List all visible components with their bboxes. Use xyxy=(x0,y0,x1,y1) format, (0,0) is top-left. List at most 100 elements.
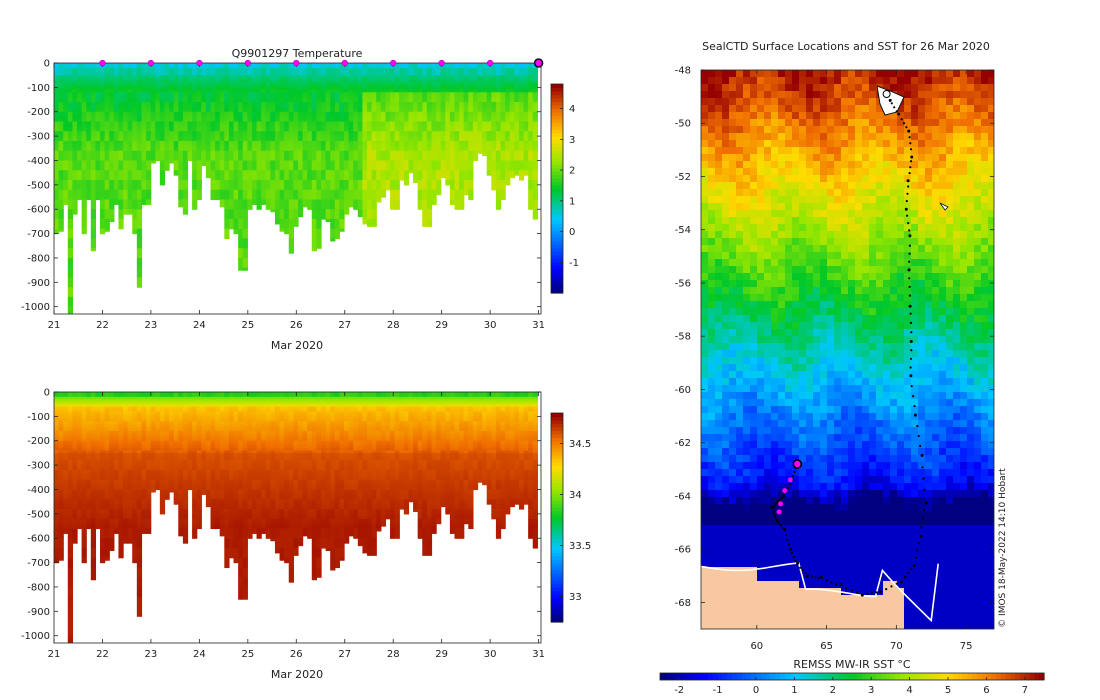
heatmap-cell xyxy=(192,82,198,86)
heatmap-cell xyxy=(242,111,248,115)
heatmap-cell xyxy=(210,101,216,106)
heatmap-cell xyxy=(141,199,147,203)
heatmap-cell xyxy=(95,155,101,159)
heatmap-cell xyxy=(256,162,262,166)
heatmap-cell xyxy=(127,65,133,69)
heatmap-cell xyxy=(376,131,382,135)
heatmap-cell xyxy=(279,155,285,159)
heatmap-cell xyxy=(293,160,299,164)
heatmap-cell xyxy=(86,97,92,101)
heatmap-cell xyxy=(219,72,225,76)
heatmap-cell xyxy=(155,63,161,67)
heatmap-cell xyxy=(302,94,308,98)
heatmap-cell xyxy=(325,138,331,142)
heatmap-cell xyxy=(390,72,396,76)
heatmap-cell xyxy=(302,92,308,96)
heatmap-cell xyxy=(403,84,410,88)
heatmap-cell xyxy=(86,160,92,164)
heatmap-cell xyxy=(376,136,382,140)
heatmap-cell xyxy=(321,165,327,169)
heatmap-cell xyxy=(136,116,143,120)
heatmap-cell xyxy=(376,77,382,81)
heatmap-cell xyxy=(215,75,221,79)
heatmap-cell xyxy=(219,179,225,184)
heatmap-cell xyxy=(238,153,244,157)
heatmap-cell xyxy=(182,119,189,123)
heatmap-cell xyxy=(233,187,239,191)
heatmap-cell xyxy=(362,150,368,154)
heatmap-cell xyxy=(288,111,294,115)
heatmap-cell xyxy=(417,197,423,201)
heatmap-cell xyxy=(367,133,373,137)
heatmap-cell xyxy=(288,248,294,252)
heatmap-cell xyxy=(63,143,69,147)
heatmap-cell xyxy=(159,177,166,181)
heatmap-cell xyxy=(196,119,202,123)
heatmap-cell xyxy=(100,67,106,71)
heatmap-cell xyxy=(293,216,299,220)
heatmap-cell xyxy=(58,172,64,176)
heatmap-cell xyxy=(233,184,239,188)
heatmap-cell xyxy=(274,221,281,225)
heatmap-cell xyxy=(187,72,193,76)
heatmap-cell xyxy=(192,158,198,162)
heatmap-cell xyxy=(288,160,294,164)
heatmap-cell xyxy=(182,155,189,159)
heatmap-cell xyxy=(67,236,74,240)
heatmap-cell xyxy=(159,143,166,147)
heatmap-cell xyxy=(104,155,110,159)
heatmap-cell xyxy=(247,94,253,98)
heatmap-cell xyxy=(367,111,373,115)
heatmap-cell xyxy=(297,211,304,215)
heatmap-cell xyxy=(118,179,124,184)
heatmap-cell xyxy=(72,101,78,106)
heatmap-cell xyxy=(205,84,212,88)
heatmap-cell xyxy=(210,82,216,86)
heatmap-cell xyxy=(274,155,281,159)
heatmap-cell xyxy=(127,162,133,166)
heatmap-cell xyxy=(353,177,359,181)
heatmap-cell xyxy=(63,123,69,127)
heatmap-cell xyxy=(238,155,244,159)
heatmap-cell xyxy=(113,189,120,193)
heatmap-cell xyxy=(67,294,74,298)
heatmap-cell xyxy=(311,133,317,137)
heatmap-cell xyxy=(100,87,106,91)
heatmap-cell xyxy=(261,160,267,164)
heatmap-cell xyxy=(233,228,239,232)
heatmap-cell xyxy=(385,184,391,188)
heatmap-cell xyxy=(155,89,161,93)
heatmap-cell xyxy=(182,209,189,213)
heatmap-cell xyxy=(334,82,341,86)
heatmap-cell xyxy=(141,87,147,91)
heatmap-cell xyxy=(233,121,239,125)
heatmap-cell xyxy=(297,131,304,135)
heatmap-cell xyxy=(219,160,225,164)
heatmap-cell xyxy=(242,126,248,130)
heatmap-cell xyxy=(238,65,244,69)
heatmap-cell xyxy=(224,121,230,125)
heatmap-cell xyxy=(321,80,327,84)
heatmap-cell xyxy=(178,84,184,88)
heatmap-cell xyxy=(242,72,248,76)
heatmap-cell xyxy=(141,189,147,193)
heatmap-cell xyxy=(63,153,69,157)
heatmap-cell xyxy=(132,216,138,220)
heatmap-cell xyxy=(344,123,350,127)
heatmap-cell xyxy=(132,89,138,93)
heatmap-cell xyxy=(279,175,285,179)
heatmap-cell xyxy=(367,209,373,213)
heatmap-cell xyxy=(321,214,327,218)
heatmap-cell xyxy=(224,140,230,145)
heatmap-cell xyxy=(164,160,170,164)
heatmap-cell xyxy=(422,131,428,135)
heatmap-cell xyxy=(371,89,377,93)
heatmap-cell xyxy=(325,216,331,220)
heatmap-cell xyxy=(201,140,207,145)
heatmap-cell xyxy=(339,114,345,118)
heatmap-cell xyxy=(348,72,354,76)
heatmap-cell xyxy=(261,128,267,132)
heatmap-cell xyxy=(307,99,313,103)
heatmap-cell xyxy=(284,221,290,225)
heatmap-cell xyxy=(371,67,377,71)
